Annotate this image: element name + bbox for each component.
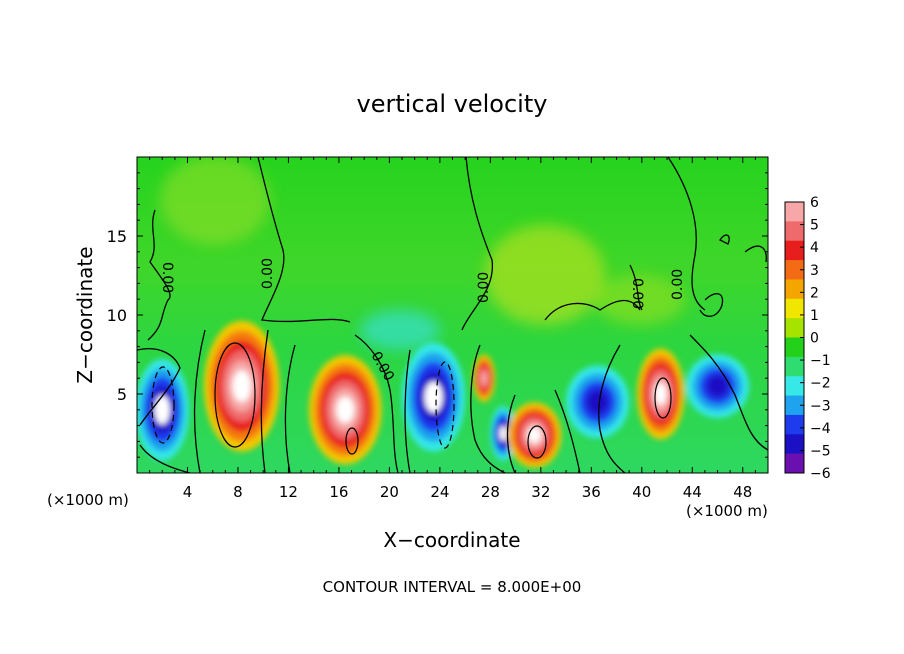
y-tick-label: 5 (117, 385, 127, 404)
plot-area: 0.00 0.00 0.00 0.00 0.00 0.00 (137, 157, 768, 473)
colorbar-label: −3 (810, 398, 831, 414)
contour-labels: 0.00 0.00 0.00 0.00 0.00 0.00 (159, 258, 686, 384)
updraft-core (473, 354, 496, 402)
colorbar-swatch (785, 318, 804, 338)
contour-label: 0.00 (476, 272, 492, 303)
x-tick-label: 24 (430, 483, 449, 501)
x-unit-right: (×1000 m) (686, 502, 768, 520)
downdraft-core (685, 354, 750, 418)
colorbar-label: −6 (810, 466, 831, 482)
x-tick-label: 16 (329, 483, 348, 501)
downdraft-core (566, 365, 630, 439)
colorbar-label: −1 (810, 353, 831, 369)
x-tick-label: 28 (481, 483, 500, 501)
x-tick-label: 32 (531, 483, 550, 501)
core-contours (151, 342, 672, 459)
colorbar-swatch (785, 240, 804, 261)
updraft-core (637, 348, 685, 440)
x-tick-label: 40 (632, 483, 651, 501)
x-tick-label: 8 (233, 483, 243, 501)
colorbar-label: −2 (810, 376, 831, 392)
colorbar-label: −5 (810, 443, 831, 459)
x-tick-label: 36 (582, 483, 601, 501)
contour-label: 0.00 (670, 269, 686, 300)
colorbar-swatch (785, 453, 804, 474)
colorbar-swatch (785, 376, 804, 397)
contour-interval-note: CONTOUR INTERVAL = 8.000E+00 (323, 578, 582, 596)
contour-label: 0.00 (260, 258, 276, 289)
colorbar-swatch (785, 260, 804, 280)
colorbar-label: 2 (810, 285, 819, 301)
x-tick-label: 4 (183, 483, 193, 501)
contour-label: 0.00 (629, 278, 645, 309)
colorbar-label: 3 (810, 263, 819, 279)
y-tick-label: 15 (107, 227, 127, 246)
colorbar-label: −4 (810, 421, 831, 437)
y-tick-label: 10 (107, 306, 127, 325)
colorbar-swatch (785, 202, 804, 222)
updraft-core (308, 355, 382, 465)
colorbar-label: 5 (810, 218, 819, 234)
downdraft-core (137, 358, 190, 461)
y-axis-label: Z−coordinate (73, 246, 97, 383)
colorbar-swatch (785, 395, 804, 416)
x-axis-label: X−coordinate (383, 528, 520, 552)
downdraft-core (402, 342, 466, 452)
colorbar-swatch (785, 298, 804, 319)
colorbar-label: 0 (810, 331, 819, 347)
colorbar-swatch (785, 279, 804, 300)
colorbar-swatch (785, 434, 804, 455)
zero-contours (137, 157, 768, 473)
colorbar-swatch (785, 414, 804, 435)
colorbar-swatch (785, 337, 804, 358)
colorbar-label: 6 (810, 195, 819, 211)
x-tick-label: 44 (683, 483, 702, 501)
x-tick-label: 12 (279, 483, 298, 501)
x-tick-label: 48 (733, 483, 752, 501)
updraft-core (507, 402, 562, 468)
velocity-features (137, 320, 750, 468)
updraft-core (203, 320, 280, 452)
contour-label: 0.00 (159, 262, 175, 293)
colorbar-label: 1 (810, 308, 819, 324)
colorbar: 6 5 4 3 2 1 0 −1 −2 −3 −4 −5 −6 (784, 195, 831, 482)
colorbar-label: 4 (810, 240, 819, 256)
colorbar-swatch (785, 221, 804, 242)
chart-title: vertical velocity (357, 90, 548, 118)
colorbar-swatch (785, 356, 804, 377)
x-unit-left: (×1000 m) (47, 491, 129, 509)
x-tick-label: 20 (380, 483, 399, 501)
